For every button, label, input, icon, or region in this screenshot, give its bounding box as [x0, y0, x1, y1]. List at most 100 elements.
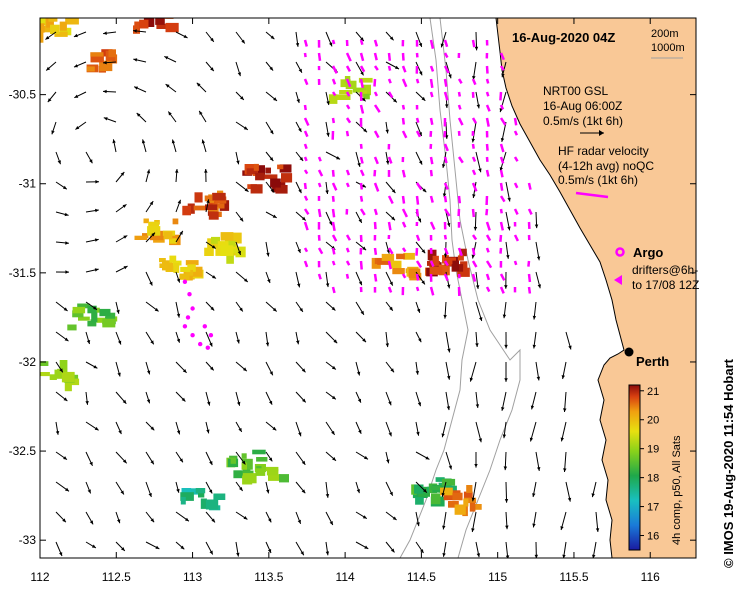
current-arrow	[565, 331, 572, 350]
current-arrow	[530, 391, 537, 410]
hf-vector	[387, 65, 392, 71]
current-arrow	[145, 421, 155, 431]
current-arrow	[55, 451, 68, 461]
y-tick-label: -31	[19, 177, 37, 191]
y-tick-label: -30.5	[9, 88, 37, 102]
hf-vector	[373, 91, 379, 97]
hf-radar-vectors	[303, 39, 533, 296]
sst-pixel	[130, 9, 136, 13]
current-arrow	[385, 331, 389, 348]
sst-pixel	[40, 372, 50, 377]
sst-pixel	[268, 474, 281, 481]
current-arrow	[175, 391, 186, 402]
sst-pixel	[91, 312, 98, 323]
drifter-point	[187, 292, 192, 297]
current-arrow	[475, 91, 480, 109]
sst-pixel	[169, 238, 177, 244]
hf-vector	[401, 117, 406, 125]
current-arrow	[112, 139, 117, 153]
colorbar-tick-label: 20	[647, 415, 659, 427]
sst-pixel	[463, 498, 469, 507]
x-tick-label: 116	[641, 570, 660, 584]
current-arrow	[164, 55, 177, 63]
current-arrow	[385, 481, 394, 496]
sst-pixel	[463, 497, 477, 504]
hf-vector	[401, 78, 408, 88]
current-arrow	[85, 481, 92, 494]
argo-label: Argo	[633, 245, 663, 260]
hf-vector	[317, 156, 322, 162]
hf-vector	[429, 65, 435, 72]
sst-pixel	[77, 303, 90, 309]
sst-pixel	[435, 477, 445, 482]
current-arrow	[415, 511, 420, 527]
hf-vector	[345, 247, 350, 253]
current-arrow	[501, 391, 507, 411]
current-arrow	[198, 110, 207, 123]
current-arrow	[51, 121, 57, 135]
current-arrow	[471, 511, 477, 533]
hf-vector	[513, 130, 519, 136]
hf-vector	[401, 130, 408, 139]
current-arrow	[235, 541, 240, 557]
hf-vector	[345, 234, 351, 241]
current-arrow	[55, 270, 70, 274]
hf-vector	[527, 208, 533, 215]
hf-vector	[513, 117, 518, 126]
sst-pixel	[172, 218, 179, 225]
sst-pixel	[163, 231, 173, 240]
sst-pixel	[198, 490, 205, 498]
hf-vector	[415, 286, 420, 292]
sst-pixel	[205, 499, 219, 510]
current-arrow	[534, 211, 539, 229]
hf-vector	[443, 273, 449, 282]
isobath-lines	[399, 18, 521, 558]
drifters-label-line2: to 17/08 12Z	[632, 278, 699, 292]
current-arrow	[145, 391, 151, 404]
current-arrow	[85, 208, 99, 213]
current-arrow	[295, 181, 302, 194]
hf-vector	[331, 260, 336, 266]
current-arrow	[355, 361, 361, 376]
hf-vector	[373, 39, 379, 47]
hf-vector	[485, 247, 490, 253]
hf-vector	[471, 247, 476, 256]
sst-pixel	[147, 226, 161, 236]
current-arrow	[295, 211, 307, 221]
sst-pixel	[40, 23, 45, 33]
current-arrow	[325, 541, 330, 556]
drifters-label-line1: drifters@6h-	[632, 263, 698, 277]
sst-pixel	[459, 248, 467, 257]
hf-vector	[415, 234, 421, 242]
current-arrow	[355, 511, 368, 520]
current-arrow	[440, 31, 447, 48]
current-arrow	[475, 421, 482, 443]
sst-pixel	[90, 52, 104, 57]
hf-vector	[443, 156, 448, 164]
sst-pixel	[246, 168, 258, 174]
current-arrow	[295, 541, 305, 556]
sst-pixel	[392, 268, 405, 275]
x-tick-label: 112.5	[102, 570, 131, 584]
current-arrow	[205, 61, 215, 72]
hf-vector	[331, 65, 338, 74]
current-arrow	[265, 241, 270, 257]
current-arrow	[115, 481, 125, 495]
current-arrow	[45, 31, 57, 40]
current-arrow	[442, 541, 447, 557]
current-arrow	[115, 421, 122, 435]
current-arrow	[475, 301, 483, 322]
sst-pixel	[43, 26, 55, 33]
sst-pixel	[90, 54, 104, 63]
hf-vector	[415, 130, 422, 138]
current-arrow	[235, 151, 240, 165]
current-arrow	[55, 241, 69, 245]
hf-vector	[499, 286, 505, 294]
plot-frame	[39, 17, 697, 559]
hf-vector	[359, 260, 363, 270]
current-arrow	[196, 82, 207, 93]
hf-vector	[317, 52, 322, 61]
sst-patch	[67, 303, 118, 331]
sst-pixel	[256, 457, 268, 462]
current-arrow	[415, 301, 421, 313]
